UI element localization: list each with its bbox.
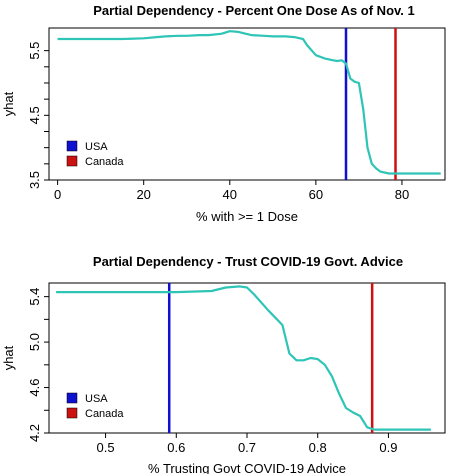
chart-1: Partial Dependency - Percent One Dose As… [1,3,446,224]
chart-2-y-tick-label: 4.6 [27,379,42,397]
chart-1-y-tick-label: 4.5 [27,106,42,124]
chart-1-reference-lines [344,28,397,180]
chart-1-x-tick-label: 80 [395,187,409,202]
chart-2-reference-lines [167,283,374,433]
chart-1-y-label: yhat [1,91,16,116]
chart-1-x-tick-label: 40 [223,187,237,202]
chart-1-x-tick-label: 60 [309,187,323,202]
chart-1-y-tick-label: 5.5 [27,42,42,60]
chart-1-legend: USA Canada [66,140,124,168]
chart-2-title: Partial Dependency - Trust COVID-19 Govt… [93,254,403,269]
chart-2-series-line [56,285,431,431]
chart-2-x-tick-label: 0.5 [97,440,115,455]
chart-2-x-tick-label: 0.7 [238,440,256,455]
chart-1-plot-frame [48,27,446,181]
chart-2-y-tick-label: 5.4 [27,288,42,306]
chart-2-legend-swatch-canada [66,407,78,419]
chart-2-y-axis: 4.2 4.6 5.0 5.4 [27,288,49,442]
chart-2-x-label: % Trusting Govt COVID-19 Advice [148,461,346,474]
chart-2-x-tick-label: 0.8 [309,440,327,455]
chart-1-legend-swatch-usa [66,140,78,152]
chart-1-legend-swatch-canada [66,155,78,167]
chart-2-y-tick-label: 4.2 [27,424,42,442]
chart-2-legend-label-canada: Canada [85,408,124,420]
chart-2-x-axis: 0.5 0.6 0.7 0.8 0.9 [97,433,397,455]
chart-1-title: Partial Dependency - Percent One Dose As… [93,3,414,18]
chart-1-x-axis: 0 20 40 60 80 [54,180,409,202]
chart-1-series-line [57,30,441,175]
chart-1-y-tick-label: 3.5 [27,171,42,189]
chart-1-legend-label-usa: USA [85,141,108,153]
chart-1-y-axis: 3.5 4.5 5.5 [27,42,49,189]
chart-1-x-tick-label: 20 [136,187,150,202]
chart-2-legend-swatch-usa [66,392,78,404]
chart-1-x-tick-label: 0 [54,187,61,202]
chart-2: Partial Dependency - Trust COVID-19 Govt… [1,254,446,474]
chart-1-legend-label-canada: Canada [85,156,124,168]
chart-2-x-tick-label: 0.9 [379,440,397,455]
chart-2-y-tick-label: 5.0 [27,333,42,351]
chart-2-legend-label-usa: USA [85,393,108,405]
chart-1-x-label: % with >= 1 Dose [196,209,298,224]
chart-2-legend: USA Canada [66,392,124,420]
chart-2-y-label: yhat [1,345,16,370]
chart-2-x-tick-label: 0.6 [167,440,185,455]
